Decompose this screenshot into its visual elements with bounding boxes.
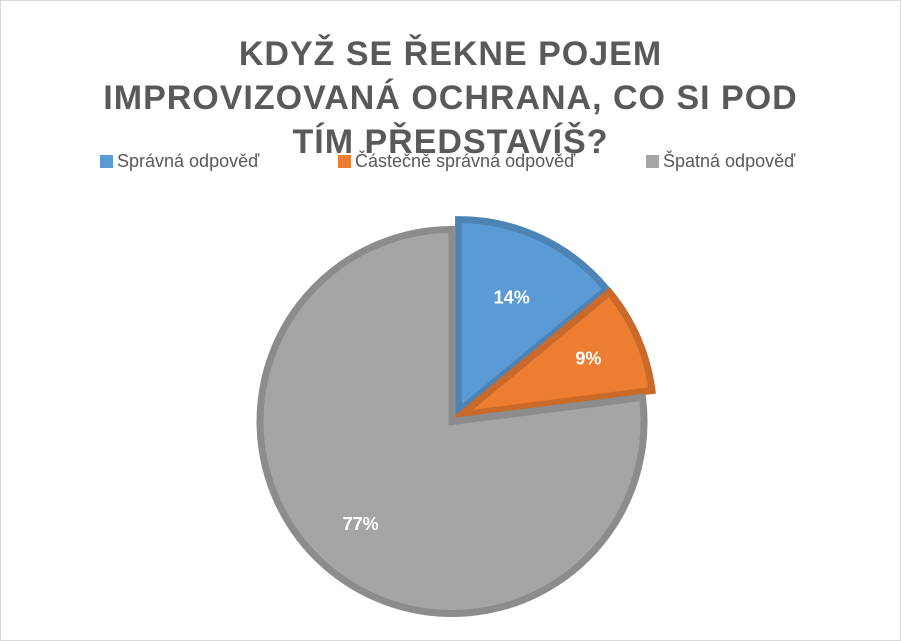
pie-slice bbox=[455, 216, 612, 420]
legend-swatch bbox=[646, 155, 659, 168]
pie-slice bbox=[256, 225, 648, 617]
chart-title: KDYŽ SE ŘEKNE POJEM IMPROVIZOVANÁ OCHRAN… bbox=[103, 35, 798, 161]
data-label: 9% bbox=[575, 348, 601, 368]
pie-slice bbox=[449, 287, 656, 420]
legend-label: Špatná odpověď bbox=[663, 150, 796, 171]
legend-swatch bbox=[100, 155, 113, 168]
legend-label: Částečně správná odpověď bbox=[355, 150, 576, 171]
data-label: 77% bbox=[343, 514, 379, 534]
legend-label: Správná odpověď bbox=[117, 151, 260, 171]
legend-swatch bbox=[338, 155, 351, 168]
data-label: 14% bbox=[494, 287, 530, 307]
